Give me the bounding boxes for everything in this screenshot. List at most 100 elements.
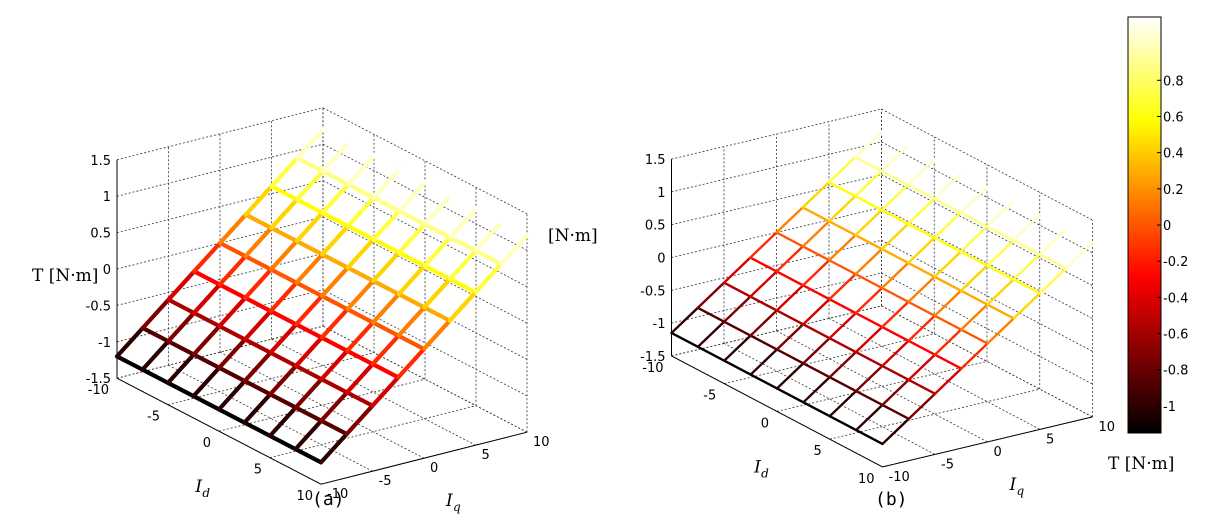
surface-mesh-segment	[345, 195, 376, 229]
surface-mesh-segment	[295, 127, 326, 161]
surface-mesh-segment	[396, 222, 427, 255]
surface-mesh-segment	[749, 256, 778, 273]
surface-mesh-segment	[749, 309, 778, 337]
surface-mesh-segment	[670, 331, 700, 349]
surface-mesh-segment	[907, 236, 936, 265]
surface-mesh-segment	[345, 278, 376, 312]
colorbar-label: T [N·m]	[1108, 454, 1174, 474]
y-tick-label: 10	[533, 435, 550, 450]
surface-mesh-segment	[242, 337, 273, 355]
surface-mesh-segment	[933, 275, 963, 292]
surface-mesh-segment	[907, 392, 937, 421]
surface-mesh-segment	[959, 303, 989, 331]
surface-mesh-segment	[854, 286, 884, 315]
surface-mesh-segment	[319, 293, 350, 312]
surface-mesh-segment	[933, 197, 962, 214]
y-axis-label: I	[445, 491, 453, 511]
y-tick-label: 5	[1046, 432, 1054, 447]
z-tick-label: 0	[103, 263, 111, 278]
surface-mesh-segment	[802, 401, 831, 418]
surface-mesh-segment	[854, 403, 884, 432]
surface-mesh-segment	[267, 405, 298, 438]
z-tick-label: -1	[653, 317, 666, 332]
surface-mesh-segment	[448, 207, 479, 240]
colorbar-tick-label: -0.8	[1163, 364, 1188, 379]
surface-mesh-segment	[371, 167, 402, 200]
surface-mesh-segment	[294, 252, 325, 285]
surface-mesh-segment	[473, 248, 504, 267]
surface-mesh-segment	[801, 259, 831, 287]
surface-mesh-segment	[828, 376, 858, 393]
z-tick-label: -1	[98, 336, 111, 351]
floor-grid-line	[219, 351, 425, 459]
z-tick-label: -0.5	[86, 299, 111, 314]
surface-mesh-segment	[827, 181, 857, 198]
surface-mesh-segment	[854, 389, 884, 407]
surface-mesh-segment	[802, 337, 831, 365]
surface-mesh-segment	[448, 193, 479, 212]
surface-mesh-segment	[881, 339, 910, 368]
surface-mesh-segment	[933, 250, 963, 278]
surface-mesh-segment	[217, 365, 247, 384]
colorbar-tick-label: -0.4	[1163, 291, 1188, 306]
x-tick-label: 5	[254, 463, 262, 478]
surface-mesh-segment	[320, 210, 351, 229]
surface-mesh-segment	[985, 200, 1015, 228]
surface-mesh-segment	[447, 248, 478, 282]
surface-mesh-segment	[165, 380, 196, 399]
surface-mesh-segment	[1038, 214, 1068, 231]
surface-mesh-segment	[397, 208, 427, 227]
surface-mesh-segment	[906, 222, 936, 239]
surface-mesh-segment	[191, 394, 222, 412]
surface-mesh-segment	[801, 284, 831, 301]
surface-mesh-segment	[371, 250, 402, 284]
x-tick-label: 10	[296, 489, 313, 504]
surface-mesh-segment	[294, 280, 325, 299]
surface-mesh-segment	[217, 337, 248, 370]
surface-mesh-segment	[294, 197, 325, 215]
surface-mesh-segment	[319, 377, 350, 395]
surface-mesh-segment	[166, 269, 197, 302]
wall-grid-line	[116, 289, 324, 343]
surface-mesh-segment	[294, 293, 325, 327]
surface-mesh-segment	[775, 323, 805, 351]
surface-mesh-segment	[854, 325, 884, 354]
x-tick-label: 5	[813, 444, 821, 459]
surface-mesh-segment	[880, 261, 910, 290]
surface-mesh-segment	[320, 223, 351, 257]
surface-mesh-segment	[396, 333, 427, 352]
caption-a: (a)	[312, 489, 345, 510]
surface-mesh-segment	[345, 348, 375, 367]
surface-mesh-segment	[907, 353, 937, 382]
surface-mesh-segment	[473, 207, 504, 225]
surface-mesh-segment	[114, 325, 145, 359]
surface-mesh-segment	[140, 339, 171, 372]
surface-mesh-segment	[1064, 227, 1094, 245]
surface-mesh-segment	[933, 367, 963, 395]
surface-mesh-segment	[881, 378, 910, 407]
surface-mesh-segment	[1012, 253, 1042, 281]
surface-mesh-segment	[907, 261, 936, 278]
wall-grid-line	[116, 107, 324, 161]
z-tick-label: -1.5	[640, 350, 665, 365]
z-tick-label: 1	[657, 186, 665, 201]
surface-mesh-segment	[881, 364, 910, 382]
x-tick-label: 10	[858, 472, 875, 487]
surface-mesh-segment	[880, 144, 910, 173]
wall-grid-line	[116, 253, 324, 306]
surface-mesh-segment	[827, 220, 857, 237]
z-tick-label: 1	[103, 190, 111, 205]
surface-mesh-segment	[191, 324, 222, 357]
surface-mesh-segment	[269, 184, 300, 202]
surface-mesh-segment	[986, 278, 1015, 306]
surface-mesh-segment	[422, 180, 453, 198]
y-tick-label: -10	[327, 487, 348, 502]
surface-mesh-segment	[422, 276, 453, 310]
surface-mesh-segment	[319, 390, 350, 423]
surface-mesh-segment	[1012, 239, 1042, 256]
surface-mesh-segment	[854, 130, 883, 159]
surface-mesh-segment	[854, 194, 883, 212]
